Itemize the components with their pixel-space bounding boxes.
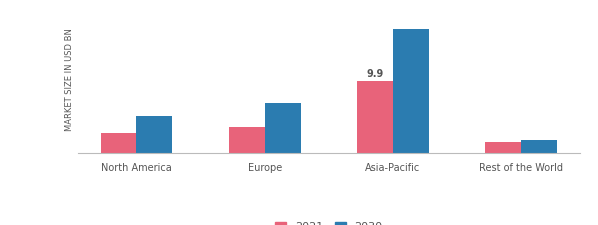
Bar bbox=[229, 127, 265, 153]
Bar bbox=[393, 29, 429, 153]
Bar bbox=[486, 142, 521, 153]
Bar bbox=[136, 117, 172, 153]
Bar bbox=[521, 140, 557, 153]
Y-axis label: MARKET SIZE IN USD BN: MARKET SIZE IN USD BN bbox=[65, 28, 74, 131]
Legend: 2021, 2030: 2021, 2030 bbox=[275, 222, 383, 225]
Bar bbox=[265, 103, 301, 153]
Text: 9.9: 9.9 bbox=[367, 69, 384, 79]
Bar bbox=[100, 133, 136, 153]
Bar bbox=[357, 81, 393, 153]
